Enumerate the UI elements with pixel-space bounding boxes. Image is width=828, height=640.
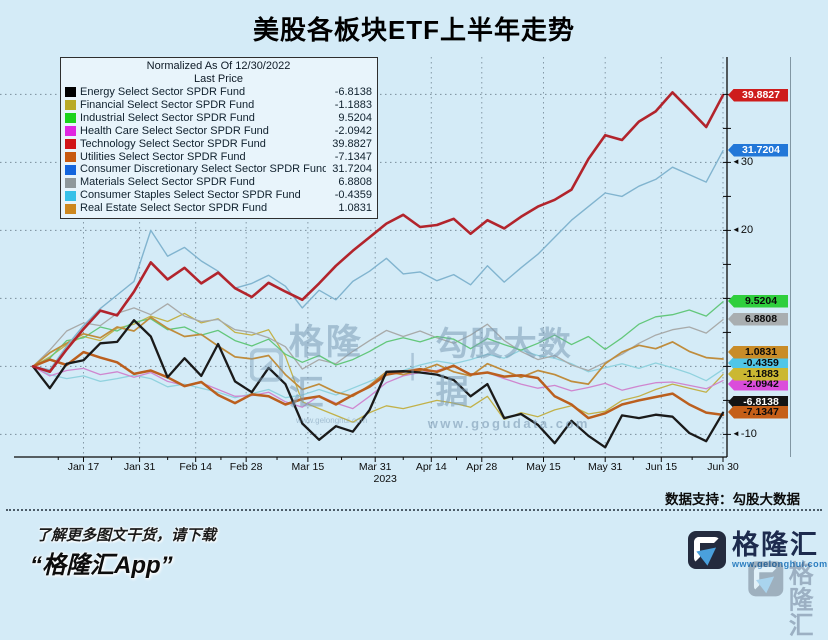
last-price-badge: -7.1347 <box>728 405 788 419</box>
page: 美股各板块ETF上半年走势 Normalized As Of 12/30/202… <box>0 15 828 639</box>
legend-item-name: Real Estate Select Sector SPDR Fund <box>80 202 268 215</box>
legend-swatch-icon <box>65 190 76 201</box>
last-price-badge: 31.7204 <box>728 143 788 157</box>
legend-title-line2: Last Price <box>194 73 243 85</box>
legend-item-value: 9.5204 <box>338 111 372 124</box>
promo-text: 了解更多图文干货，请下载 <box>36 527 217 544</box>
legend-item-name: Industrial Select Sector SPDR Fund <box>80 111 255 124</box>
gelonghui-logo-text: 格隆汇 <box>732 530 819 560</box>
series-line-utilities <box>31 350 725 420</box>
x-axis-label: Jan 31 <box>123 461 156 473</box>
legend-swatch-icon <box>65 126 76 137</box>
y-axis-label: ◄30 <box>732 156 754 169</box>
legend-item: Energy Select Sector SPDR Fund -6.8138 <box>65 86 372 99</box>
axis-column-divider <box>790 57 791 457</box>
legend-item-value: -2.0942 <box>334 124 372 137</box>
legend-item: Consumer Discretionary Select Sector SPD… <box>65 163 372 176</box>
gelonghui-logo: 格隆汇 www.gelonghui.com <box>688 531 828 569</box>
legend-item-name: Consumer Staples Select Sector SPDR Fund <box>80 189 301 202</box>
gelonghui-logo-icon <box>688 531 726 569</box>
last-price-badge: 6.8808 <box>728 312 788 326</box>
series-line-materials <box>32 303 724 372</box>
legend-item: Financial Select Sector SPDR Fund -1.1883 <box>65 99 372 112</box>
last-price-badge: -1.1883 <box>728 367 788 381</box>
last-price-badge: -6.8138 <box>728 395 788 409</box>
legend-item-value: 39.8827 <box>332 137 372 150</box>
legend-item-value: -1.1883 <box>334 98 372 111</box>
legend-item-name: Technology Select Sector SPDR Fund <box>80 137 266 150</box>
legend-item: Technology Select Sector SPDR Fund 39.882… <box>65 138 372 151</box>
legend-item-name: Consumer Discretionary Select Sector SPD… <box>80 163 326 176</box>
x-axis-label: Apr 14 <box>415 461 447 473</box>
tick-arrow-icon: ◄ <box>732 429 740 439</box>
y-axis-label: ◄-10 <box>732 428 757 441</box>
legend-rows: Energy Select Sector SPDR Fund -6.8138 Fin… <box>65 86 372 215</box>
legend-item: Industrial Select Sector SPDR Fund 9.5204 <box>65 112 372 125</box>
legend-swatch-icon <box>65 177 76 188</box>
legend-title-line1: Normalized As Of 12/30/2022 <box>146 60 291 72</box>
legend-item: Utilities Select Sector SPDR Fund -7.1347 <box>65 151 372 164</box>
legend-item-name: Health Care Select Sector SPDR Fund <box>80 124 269 137</box>
x-axis-label: Jun 15 <box>645 461 678 473</box>
series-line-financial <box>32 312 724 423</box>
legend-item: Real Estate Select Sector SPDR Fund 1.083… <box>65 202 372 215</box>
x-axis-label: May 15 <box>526 461 561 473</box>
series-line-industrial <box>32 301 724 368</box>
x-axis-label: Feb 28 <box>229 461 263 473</box>
legend-swatch-icon <box>65 87 76 98</box>
legend-swatch-icon <box>65 113 76 124</box>
x-axis-label: Feb 14 <box>179 461 213 473</box>
x-axis-label: Mar 15 <box>291 461 325 473</box>
legend-item-value: -0.4359 <box>334 189 372 202</box>
x-axis-label: Jun 30 <box>707 461 739 473</box>
data-support-credit: 数据支持：勾股大数据 <box>665 492 800 507</box>
legend-item: Consumer Staples Select Sector SPDR Fund… <box>65 189 372 202</box>
legend-swatch-icon <box>65 139 76 150</box>
legend-item: Materials Select Sector SPDR Fund 6.8808 <box>65 176 372 189</box>
promo-app-name: “格隆汇App” <box>30 552 173 579</box>
series-line-energy <box>31 319 725 449</box>
legend-item-value: -7.1347 <box>334 150 372 163</box>
page-title: 美股各板块ETF上半年走势 <box>252 15 576 45</box>
legend-item-name: Financial Select Sector SPDR Fund <box>80 98 255 111</box>
legend-item-value: -6.8138 <box>334 86 372 98</box>
legend-item-value: 1.0831 <box>338 202 372 215</box>
x-axis-label: Apr 28 <box>466 461 498 473</box>
series-line-consumer_discretionary <box>32 149 724 371</box>
last-price-badge: 39.8827 <box>728 88 788 102</box>
last-price-badge: 1.0831 <box>728 345 788 359</box>
dotted-separator <box>6 509 822 511</box>
legend-item-name: Energy Select Sector SPDR Fund <box>80 86 246 98</box>
legend-item-value: 31.7204 <box>332 163 372 176</box>
legend-swatch-icon <box>65 203 76 214</box>
x-axis-label: Jan 17 <box>67 461 100 473</box>
tick-arrow-icon: ◄ <box>732 225 740 235</box>
legend-item: Health Care Select Sector SPDR Fund -2.09… <box>65 125 372 138</box>
gelonghui-logo-url: www.gelonghui.com <box>732 559 828 569</box>
last-price-badge: -0.4359 <box>728 356 788 370</box>
legend-swatch-icon <box>65 164 76 175</box>
series-line-real_estate <box>32 316 724 398</box>
x-axis-label: Mar 31 <box>358 461 392 473</box>
gelonghui-logo-ghost: 格隆汇 <box>748 561 824 639</box>
legend-swatch-icon <box>65 100 76 111</box>
legend-item-value: 6.8808 <box>338 176 372 189</box>
last-price-badge: -2.0942 <box>728 377 788 391</box>
x-axis-year-label: 2023 <box>373 473 397 485</box>
tick-arrow-icon: ◄ <box>732 157 740 167</box>
legend-swatch-icon <box>65 151 76 162</box>
x-axis-label: May 31 <box>587 461 623 473</box>
chart-canvas <box>0 57 731 462</box>
legend-item-name: Utilities Select Sector SPDR Fund <box>80 150 246 163</box>
series-line-technology <box>31 91 725 374</box>
last-price-badge: 9.5204 <box>728 294 788 308</box>
y-axis-label: ◄20 <box>732 224 754 237</box>
legend-item-name: Materials Select Sector SPDR Fund <box>80 176 255 189</box>
legend-box: Normalized As Of 12/30/2022 Last Price E… <box>60 57 378 220</box>
